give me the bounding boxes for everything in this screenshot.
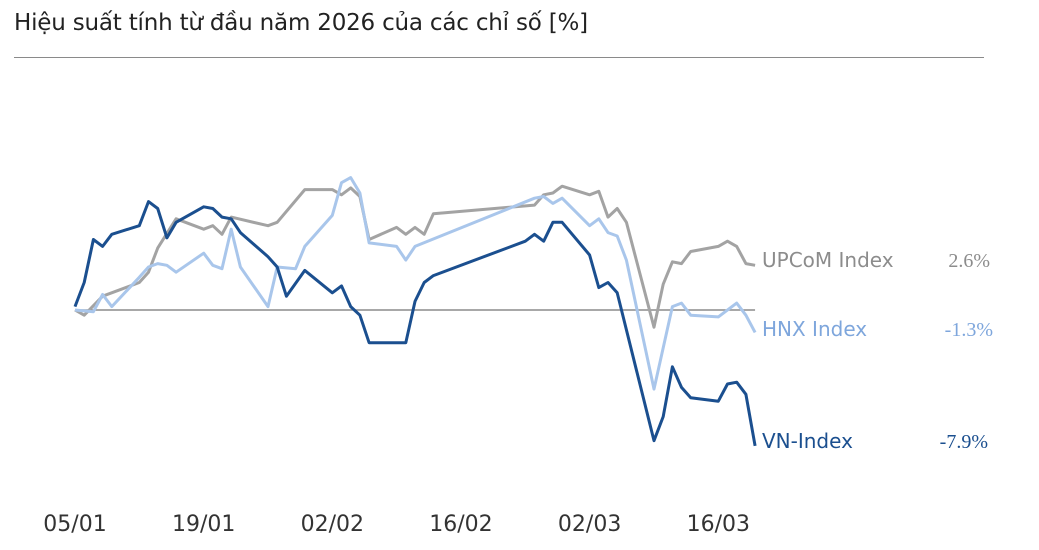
x-tick-label: 02/02: [301, 512, 364, 537]
x-tick-label: 16/02: [429, 512, 492, 537]
series-label: HNX Index: [762, 317, 867, 341]
series-line-upcom-index: [74, 184, 756, 329]
x-tick-label: 19/01: [172, 512, 235, 537]
x-tick-label: 05/01: [43, 512, 106, 537]
series-label: UPCoM Index: [762, 248, 894, 272]
chart-title: Hiệu suất tính từ đầu năm 2026 của các c…: [14, 10, 588, 36]
series-end-value: -7.9%: [940, 431, 988, 453]
series-line-hnx-index: [74, 176, 757, 391]
x-tick-label: 16/03: [687, 512, 750, 537]
series-line-vn-index: [73, 200, 757, 447]
title-divider: [14, 57, 984, 58]
series-end-value: -1.3%: [945, 319, 993, 341]
x-tick-label: 02/03: [558, 512, 621, 537]
series-end-value: 2.6%: [948, 250, 990, 272]
series-label: VN-Index: [762, 429, 853, 453]
